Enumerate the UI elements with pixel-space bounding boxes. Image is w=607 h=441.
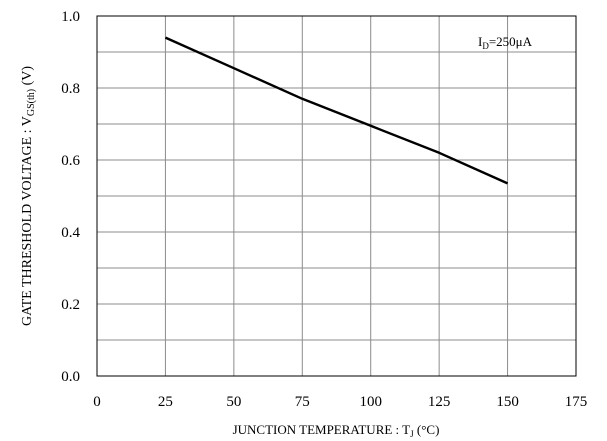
series-layer — [164, 36, 509, 185]
x-axis-label: JUNCTION TEMPERATURE : TJ (°C) — [233, 422, 440, 439]
tick-labels: 0 25 50 75 100 125 150 175 0.0 0.2 0.4 0.6 0.8 1.0 — [61, 9, 587, 410]
x-tick-label: 25 — [158, 394, 173, 410]
series-line — [164, 36, 509, 185]
y-tick-label: 0.4 — [61, 225, 80, 241]
x-tick-label: 0 — [93, 394, 101, 410]
y-tick-label: 0.2 — [61, 297, 80, 313]
x-tick-label: 50 — [226, 394, 241, 410]
y-tick-label: 0.6 — [61, 153, 80, 169]
x-tick-label: 100 — [359, 394, 382, 410]
x-tick-label: 150 — [496, 394, 519, 410]
x-tick-label: 175 — [565, 394, 588, 410]
x-tick-label: 125 — [428, 394, 451, 410]
y-axis-label: GATE THRESHOLD VOLTAGE : VGS(th) (V) — [20, 66, 37, 326]
annotation-label: ID=250μA — [478, 34, 533, 51]
y-tick-label: 0.8 — [61, 81, 80, 97]
plot-frame — [96, 15, 577, 377]
y-tick-label: 0.0 — [61, 369, 80, 385]
y-tick-label: 1.0 — [61, 9, 80, 25]
x-tick-label: 75 — [295, 394, 310, 410]
